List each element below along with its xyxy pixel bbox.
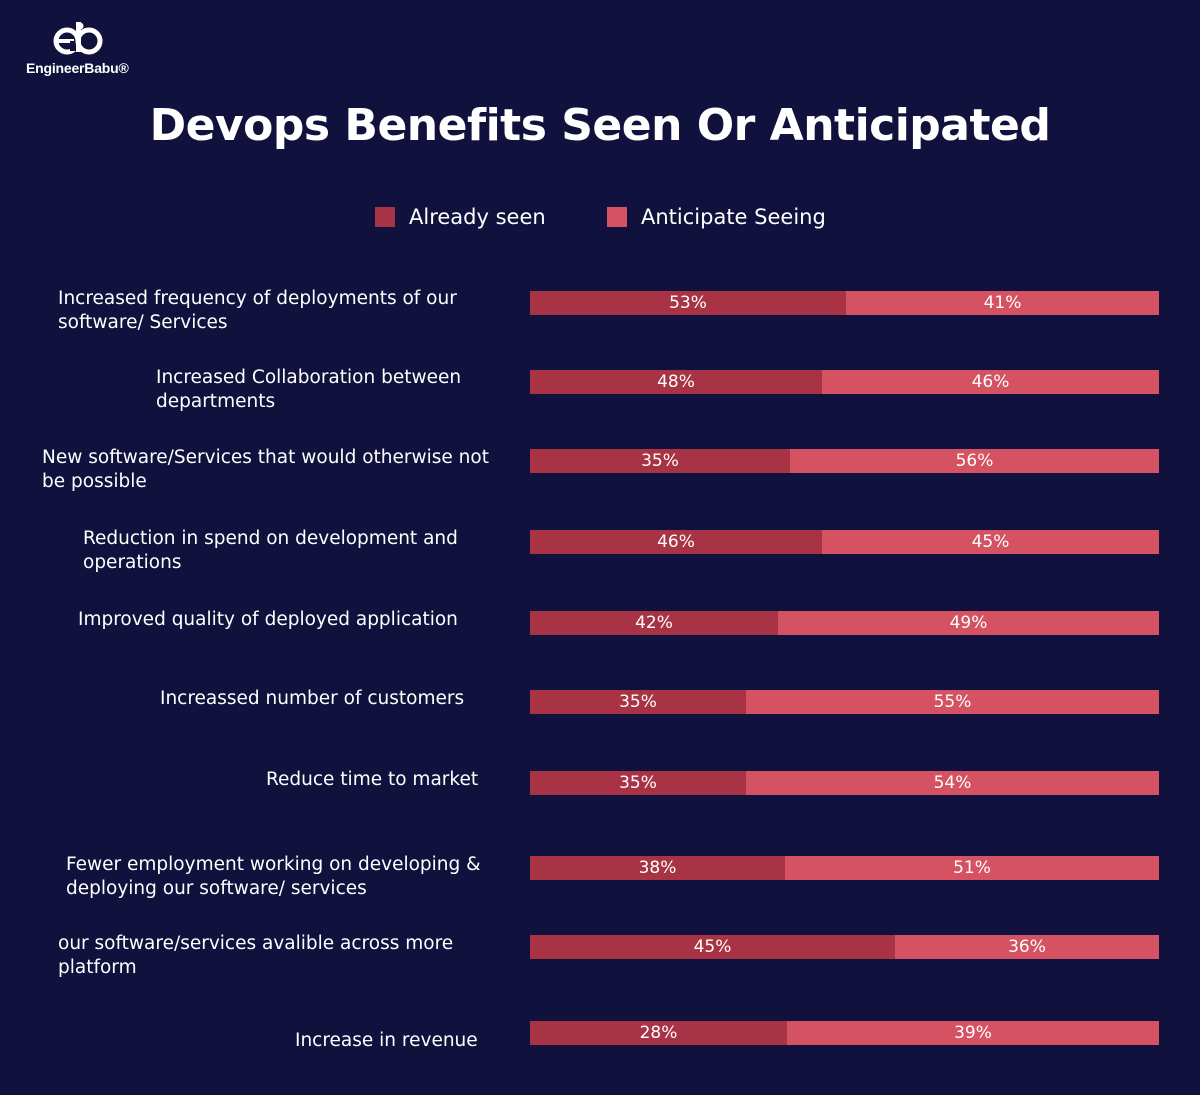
- bar-segment-already-seen: 35%: [530, 690, 746, 714]
- legend-label-already-seen: Already seen: [409, 205, 546, 229]
- category-label: Increase in revenue: [30, 1029, 498, 1053]
- legend-swatch-anticipate-seeing: [607, 207, 627, 227]
- bar-segment-anticipate-seeing: 49%: [778, 611, 1159, 635]
- category-label-text: Increassed number of customers: [160, 688, 465, 709]
- stacked-bar: 28% 39%: [530, 1021, 1159, 1045]
- bar-segment-already-seen: 48%: [530, 370, 822, 394]
- stacked-bar: 35% 54%: [530, 771, 1159, 795]
- bar-segment-anticipate-seeing: 46%: [822, 370, 1159, 394]
- bar-segment-already-seen: 45%: [530, 935, 895, 959]
- category-label: Increased Collaboration between departme…: [30, 366, 498, 414]
- bar-segment-anticipate-seeing: 54%: [746, 771, 1159, 795]
- bar-segment-already-seen: 35%: [530, 771, 746, 795]
- bar-segment-anticipate-seeing: 39%: [787, 1021, 1159, 1045]
- bar-segment-already-seen: 42%: [530, 611, 778, 635]
- legend-item-already-seen: Already seen: [375, 200, 546, 234]
- bar-segment-already-seen: 38%: [530, 856, 785, 880]
- category-label-text: Increased frequency of deployments of ou…: [58, 288, 457, 333]
- bar-segment-anticipate-seeing: 56%: [790, 449, 1159, 473]
- chart-legend: Already seen Anticipate Seeing: [0, 200, 1200, 236]
- brand-logo: EngineerBabu®: [26, 22, 146, 82]
- category-label-text: Improved quality of deployed application: [78, 609, 458, 630]
- engineerbabu-logo-icon: [53, 22, 103, 55]
- category-label: New software/Services that would otherwi…: [30, 446, 498, 494]
- category-label: Improved quality of deployed application: [30, 608, 498, 632]
- stacked-bar: 35% 56%: [530, 449, 1159, 473]
- legend-item-anticipate-seeing: Anticipate Seeing: [607, 200, 826, 234]
- bar-segment-already-seen: 28%: [530, 1021, 787, 1045]
- bar-segment-anticipate-seeing: 36%: [895, 935, 1159, 959]
- category-label-text: Reduction in spend on development and op…: [83, 528, 458, 573]
- category-label-text: our software/services avalible across mo…: [58, 933, 454, 978]
- stacked-bar: 42% 49%: [530, 611, 1159, 635]
- bar-segment-anticipate-seeing: 55%: [746, 690, 1159, 714]
- stacked-bar: 38% 51%: [530, 856, 1159, 880]
- category-label: Reduce time to market: [30, 768, 498, 792]
- category-label-text: Increased Collaboration between departme…: [156, 367, 462, 412]
- category-label-text: Reduce time to market: [266, 769, 479, 790]
- category-label: Increassed number of customers: [30, 687, 498, 711]
- legend-label-anticipate-seeing: Anticipate Seeing: [641, 205, 826, 229]
- category-label: Reduction in spend on development and op…: [30, 527, 498, 575]
- bar-segment-anticipate-seeing: 45%: [822, 530, 1159, 554]
- stacked-bar: 35% 55%: [530, 690, 1159, 714]
- bar-segment-already-seen: 46%: [530, 530, 822, 554]
- stacked-bar: 46% 45%: [530, 530, 1159, 554]
- bar-segment-already-seen: 53%: [530, 291, 846, 315]
- stacked-bar: 53% 41%: [530, 291, 1159, 315]
- category-label-text: New software/Services that would otherwi…: [42, 447, 489, 492]
- stacked-bar: 48% 46%: [530, 370, 1159, 394]
- category-label-text: Fewer employment working on developing &…: [66, 854, 481, 899]
- category-label: Fewer employment working on developing &…: [30, 853, 498, 901]
- bar-segment-anticipate-seeing: 51%: [785, 856, 1159, 880]
- category-label: our software/services avalible across mo…: [30, 932, 498, 980]
- bar-segment-anticipate-seeing: 41%: [846, 291, 1159, 315]
- bar-segment-already-seen: 35%: [530, 449, 790, 473]
- stacked-bar: 45% 36%: [530, 935, 1159, 959]
- chart-title: Devops Benefits Seen Or Anticipated: [149, 100, 1051, 151]
- category-label: Increased frequency of deployments of ou…: [30, 287, 498, 335]
- category-label-text: Increase in revenue: [295, 1030, 478, 1051]
- legend-swatch-already-seen: [375, 207, 395, 227]
- brand-name: EngineerBabu®: [26, 60, 129, 76]
